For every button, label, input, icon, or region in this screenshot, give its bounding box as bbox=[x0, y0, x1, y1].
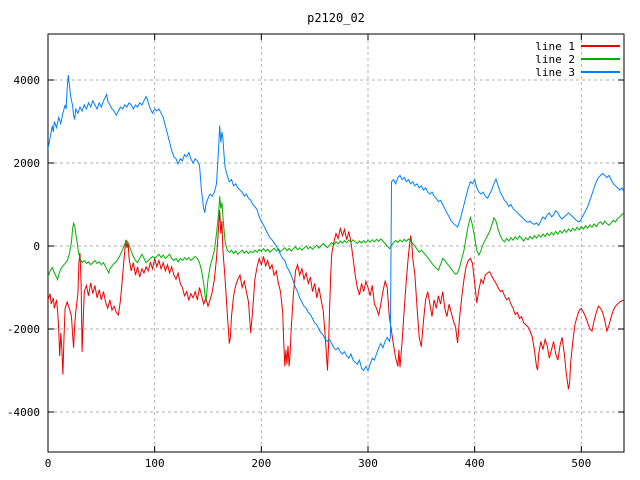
y-tick-label--4000: -4000 bbox=[7, 406, 40, 419]
plot-border bbox=[47, 33, 625, 453]
legend-label-line-1: line 1 bbox=[535, 40, 575, 53]
y-tick-label-0: 0 bbox=[33, 240, 40, 253]
x-tick-label-400: 400 bbox=[465, 457, 485, 470]
legend-label-line-2: line 2 bbox=[535, 53, 575, 66]
series-line-3 bbox=[48, 74, 624, 372]
x-tick-label-0: 0 bbox=[45, 457, 52, 470]
y-tick-label-4000: 4000 bbox=[14, 74, 41, 87]
chart-title: p2120_02 bbox=[307, 11, 365, 25]
y-tick-label-2000: 2000 bbox=[14, 157, 41, 170]
y-tick-label--2000: -2000 bbox=[7, 323, 40, 336]
series-line-1 bbox=[48, 209, 624, 390]
x-tick-label-500: 500 bbox=[571, 457, 591, 470]
legend-label-line-3: line 3 bbox=[535, 66, 575, 79]
x-tick-label-200: 200 bbox=[251, 457, 271, 470]
x-tick-label-100: 100 bbox=[145, 457, 165, 470]
x-tick-label-300: 300 bbox=[358, 457, 378, 470]
series-line-2 bbox=[48, 196, 624, 302]
